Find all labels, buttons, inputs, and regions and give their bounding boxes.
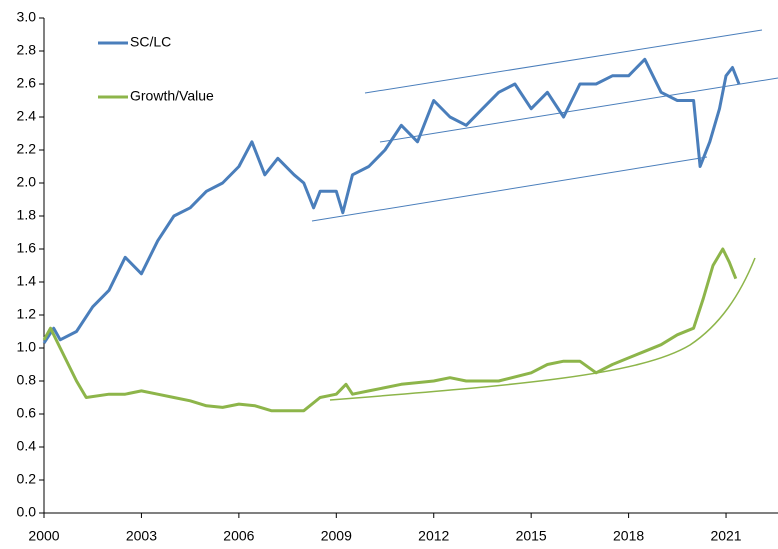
y-tick-label: 1.8 xyxy=(17,207,37,223)
trend-line xyxy=(364,29,763,94)
x-tick-label: 2018 xyxy=(613,528,644,544)
y-tick-label: 1.4 xyxy=(17,273,37,289)
y-tick-label: 2.8 xyxy=(17,42,37,58)
y-tick-label: 0.6 xyxy=(17,405,37,421)
y-tick-label: 0.4 xyxy=(17,438,37,454)
x-tick-label: 2006 xyxy=(223,528,254,544)
trend-lines xyxy=(311,29,778,401)
y-tick-label: 2.6 xyxy=(17,75,37,91)
x-tick-label: 2009 xyxy=(321,528,352,544)
series-line xyxy=(42,57,741,344)
y-tick-label: 1.6 xyxy=(17,240,37,256)
y-tick-label: 0.8 xyxy=(17,372,37,388)
trend-line xyxy=(379,77,778,143)
trend-line xyxy=(311,156,708,222)
y-tick-label: 3.0 xyxy=(17,9,37,25)
y-tick-label: 2.2 xyxy=(17,141,37,157)
y-tick-label: 1.2 xyxy=(17,306,37,322)
y-tick-label: 0.0 xyxy=(17,504,37,520)
x-tick-label: 2012 xyxy=(418,528,449,544)
y-tick-label: 2.4 xyxy=(17,108,37,124)
x-tick-label: 2003 xyxy=(126,528,157,544)
y-tick-label: 0.2 xyxy=(17,471,37,487)
legend-label: Growth/Value xyxy=(130,88,214,104)
trend-curve xyxy=(329,257,756,401)
x-tick-label: 2000 xyxy=(28,528,59,544)
legend-label: SC/LC xyxy=(130,34,171,50)
x-tick-label: 2021 xyxy=(710,528,741,544)
y-tick-label: 1.0 xyxy=(17,339,37,355)
series-line xyxy=(42,247,738,413)
x-tick-label: 2015 xyxy=(516,528,547,544)
y-tick-label: 2.0 xyxy=(17,174,37,190)
